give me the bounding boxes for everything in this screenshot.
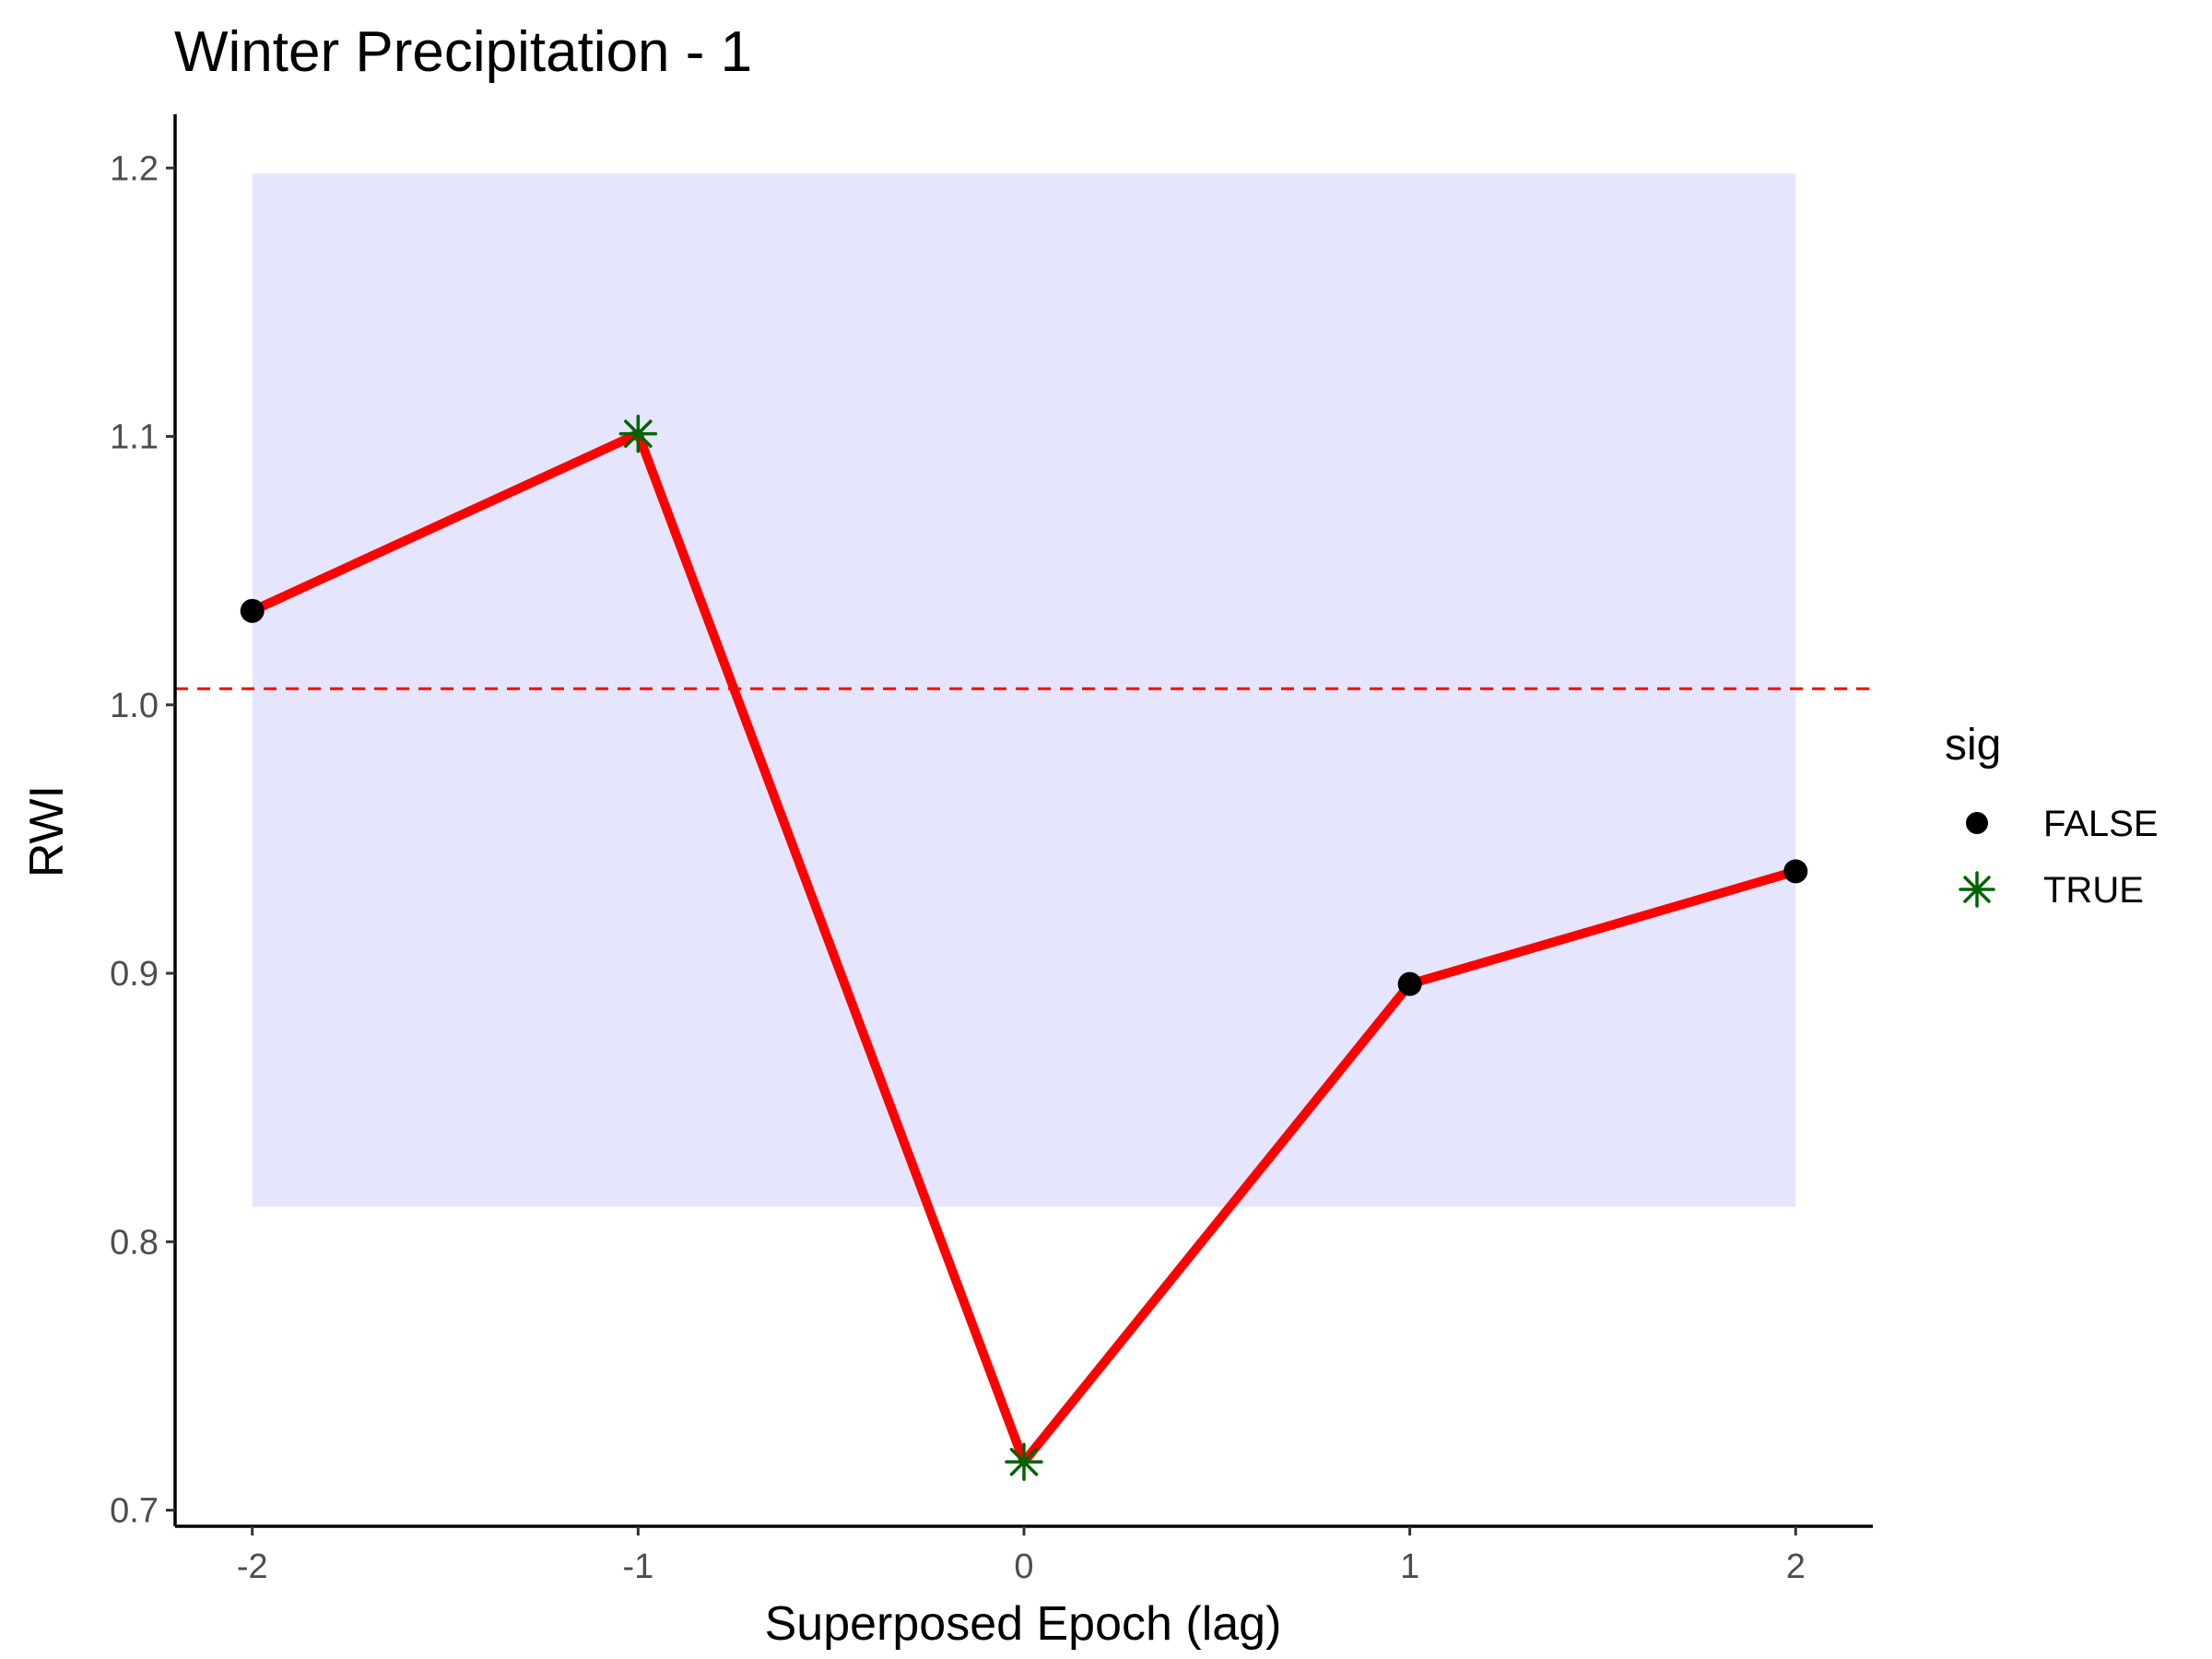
y-tick-label: 0.7	[110, 1492, 159, 1531]
x-tick-label: -2	[237, 1547, 268, 1586]
legend-false-label: FALSE	[2043, 804, 2159, 844]
data-point-sig-false	[1397, 971, 1422, 996]
legend-false-marker	[1966, 812, 1988, 834]
y-tick-label: 0.8	[110, 1223, 159, 1262]
y-tick-label: 1.0	[110, 687, 159, 725]
data-point-sig-false	[1783, 859, 1808, 884]
plot-area: 0.7 0.8 0.9 1.0 1.1 1.2 -2 -1 0 1 2	[110, 114, 1873, 1586]
x-tick-label: 0	[1014, 1547, 1033, 1586]
legend: sig FALSE TRUE	[1945, 721, 2159, 911]
legend-title: sig	[1945, 721, 2001, 770]
y-axis-title: RWI	[20, 785, 74, 877]
y-tick-label: 1.2	[110, 149, 159, 188]
legend-true-label: TRUE	[2043, 870, 2144, 911]
legend-true-marker	[1959, 871, 1995, 908]
data-point-sig-true	[618, 414, 658, 453]
y-tick-label: 0.9	[110, 955, 159, 994]
x-tick-label: 1	[1400, 1547, 1419, 1586]
x-tick-label: 2	[1786, 1547, 1806, 1586]
data-point-sig-false	[240, 598, 265, 623]
data-point-sig-true	[1005, 1442, 1043, 1481]
x-tick-label: -1	[622, 1547, 653, 1586]
y-tick-label: 1.1	[110, 418, 159, 457]
x-axis-title: Superposed Epoch (lag)	[765, 1597, 1282, 1651]
chart-title: Winter Precipitation - 1	[174, 20, 752, 84]
